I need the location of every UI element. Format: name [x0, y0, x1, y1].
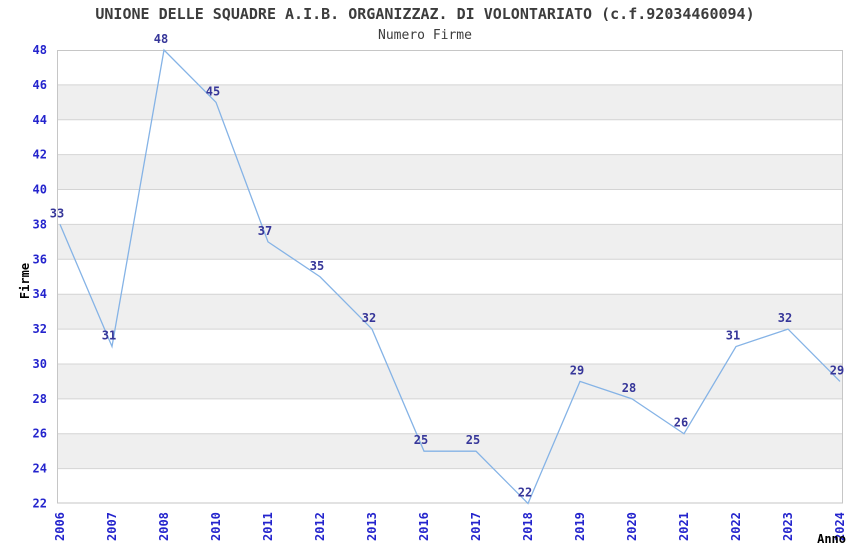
y-axis-tick-labels: 22 24 26 28 30 32 34 36 38 40 42 44 46 48 — [33, 43, 47, 511]
y-tick-label: 26 — [33, 427, 47, 441]
x-tick-label: 2022 — [729, 512, 743, 541]
point-value-label: 29 — [830, 363, 844, 377]
point-value-label: 32 — [362, 311, 376, 325]
point-value-label: 25 — [466, 433, 480, 447]
point-value-label: 29 — [570, 363, 584, 377]
y-tick-label: 28 — [33, 392, 47, 406]
point-labels: 33 31 48 45 37 35 32 25 25 22 29 28 26 31 32 29 — [50, 32, 844, 500]
point-value-label: 31 — [102, 329, 116, 343]
x-axis-label: Anno — [817, 532, 846, 546]
point-value-label: 37 — [258, 224, 272, 238]
x-tick-label: 2024 — [833, 512, 847, 541]
plot-area-border — [57, 50, 843, 504]
x-tick-label: 2013 — [365, 512, 379, 541]
y-tick-label: 32 — [33, 322, 47, 336]
x-tick-label: 2017 — [469, 512, 483, 541]
chart-subtitle: Numero Firme — [378, 28, 472, 43]
chart-title: UNIONE DELLE SQUADRE A.I.B. ORGANIZZAZ. … — [95, 5, 754, 23]
x-tick-label: 2018 — [521, 512, 535, 541]
y-tick-label: 34 — [33, 287, 47, 301]
y-tick-label: 30 — [33, 357, 47, 371]
x-tick-label: 2007 — [105, 512, 119, 541]
x-axis-tick-labels: 2006 2007 2008 2010 2011 2012 2013 2016 2017 2018… — [53, 512, 847, 541]
point-value-label: 28 — [622, 381, 636, 395]
plot-band — [57, 259, 843, 295]
y-tick-label: 40 — [33, 183, 47, 197]
y-tick-label: 24 — [33, 462, 47, 476]
point-value-label: 31 — [726, 329, 740, 343]
plot-band — [57, 84, 843, 120]
plot-band — [57, 294, 843, 330]
plot-band — [57, 50, 843, 85]
x-tick-label: 2012 — [313, 512, 327, 541]
point-value-label: 25 — [414, 433, 428, 447]
point-value-label: 32 — [778, 311, 792, 325]
plot-band — [57, 468, 843, 504]
x-tick-label: 2011 — [261, 512, 275, 541]
plot-band — [57, 329, 843, 364]
x-tick-label: 2021 — [677, 512, 691, 541]
plot-bands — [57, 50, 843, 504]
x-tick-label: 2008 — [157, 512, 171, 541]
plot-band — [57, 119, 843, 155]
point-value-label: 22 — [518, 486, 532, 500]
gridlines — [57, 84, 843, 470]
y-tick-label: 42 — [33, 148, 47, 162]
plot-band — [57, 363, 843, 399]
y-tick-label: 22 — [33, 497, 47, 511]
y-tick-label: 44 — [33, 113, 47, 127]
y-tick-label: 38 — [33, 217, 47, 231]
y-tick-label: 48 — [33, 43, 47, 57]
point-value-label: 33 — [50, 206, 64, 220]
point-value-label: 48 — [154, 32, 168, 46]
point-value-label: 35 — [310, 259, 324, 273]
point-value-label: 45 — [206, 84, 220, 98]
x-tick-label: 2010 — [209, 512, 223, 541]
x-tick-label: 2020 — [625, 512, 639, 541]
plot-band — [57, 224, 843, 260]
y-tick-label: 46 — [33, 78, 47, 92]
plot-band — [57, 154, 843, 190]
plot-band — [57, 189, 843, 225]
y-axis-label: Firme — [18, 263, 32, 299]
x-tick-label: 2016 — [417, 512, 431, 541]
x-tick-label: 2006 — [53, 512, 67, 541]
point-value-label: 26 — [674, 416, 688, 430]
x-tick-label: 2023 — [781, 512, 795, 541]
plot-band — [57, 398, 843, 434]
x-tick-label: 2019 — [573, 512, 587, 541]
y-tick-label: 36 — [33, 252, 47, 266]
series-line — [59, 48, 841, 505]
